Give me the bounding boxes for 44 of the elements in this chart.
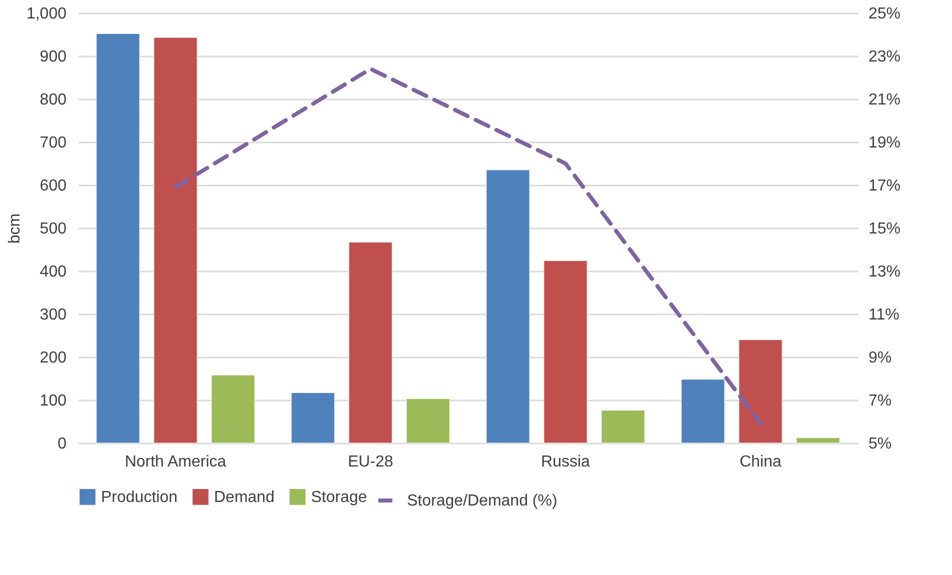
- bar: [544, 260, 588, 444]
- y-tick-label: 600: [40, 178, 67, 194]
- bar: [406, 398, 450, 444]
- y-tick-label: 200: [40, 350, 67, 366]
- bar: [154, 37, 198, 444]
- y-tick-label: 800: [40, 92, 67, 108]
- x-tick-label: Russia: [541, 454, 590, 470]
- bar: [601, 410, 645, 444]
- bar: [211, 374, 255, 444]
- bar: [291, 392, 335, 444]
- y-tick-label: 100: [40, 392, 67, 410]
- y-tick-label: 400: [40, 264, 67, 280]
- y2-tick-label: 7%: [868, 392, 892, 410]
- x-tick-label: North America: [124, 454, 226, 470]
- y2-tick-label: 11%: [868, 306, 900, 324]
- y-tick-label: 700: [40, 134, 67, 152]
- line-series: [174, 66, 762, 426]
- y2-tick-label: 15%: [868, 220, 901, 238]
- bar: [738, 340, 782, 444]
- y2-tick-label: 13%: [868, 264, 901, 280]
- bar: [681, 379, 725, 444]
- y-tick-label: 1,000: [26, 6, 67, 22]
- y-tick-label: 900: [40, 48, 67, 66]
- x-tick-label: China: [740, 454, 782, 470]
- bar: [486, 170, 530, 444]
- y2-tick-label: 23%: [868, 48, 901, 66]
- bar: [96, 33, 140, 444]
- y-axis-title: bcm: [6, 213, 24, 244]
- legend-label: Storage: [311, 488, 368, 506]
- bar: [796, 438, 840, 444]
- bar: [348, 242, 392, 444]
- y-tick-label: 0: [58, 436, 67, 452]
- legend-label: Storage/Demand (%): [407, 492, 558, 510]
- x-tick-label: EU-28: [348, 454, 394, 470]
- y2-tick-label: 5%: [868, 436, 892, 452]
- y2-tick-label: 19%: [868, 134, 901, 152]
- y-tick-label: 500: [40, 220, 67, 238]
- y-tick-label: 300: [40, 306, 67, 324]
- legend-label: Production: [101, 488, 178, 506]
- legend-label: Demand: [214, 488, 274, 506]
- y2-tick-label: 21%: [868, 92, 901, 108]
- y2-tick-label: 17%: [868, 178, 901, 194]
- y2-tick-label: 9%: [868, 350, 892, 366]
- y2-tick-label: 25%: [868, 6, 901, 22]
